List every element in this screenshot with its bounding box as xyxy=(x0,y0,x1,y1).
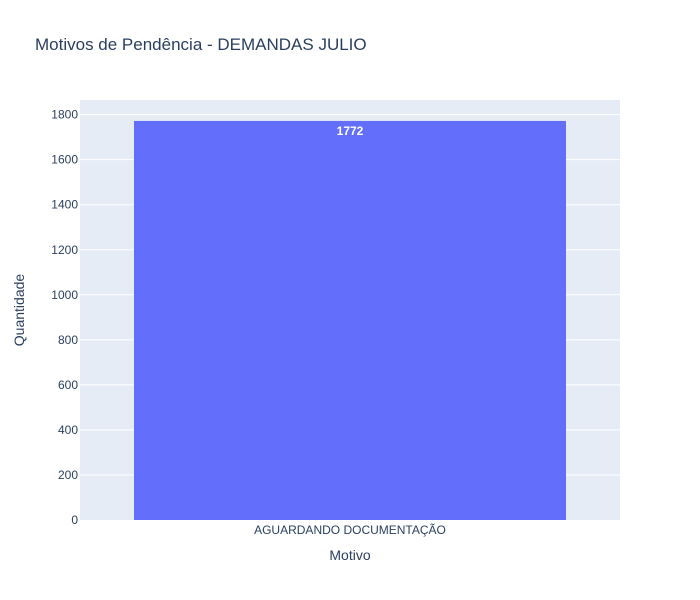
x-tick-label: AGUARDANDO DOCUMENTAÇÃO xyxy=(254,523,446,537)
y-tick-labels: 0 200 400 600 800 1000 1200 1400 1600 1800 xyxy=(51,108,78,527)
y-tick-label: 1400 xyxy=(51,198,78,212)
x-tick-labels: AGUARDANDO DOCUMENTAÇÃO xyxy=(254,523,446,537)
chart-title: Motivos de Pendência - DEMANDAS JULIO xyxy=(35,35,367,54)
y-tick-label: 200 xyxy=(58,468,78,482)
x-axis-title: Motivo xyxy=(329,547,370,563)
y-tick-label: 800 xyxy=(58,333,78,347)
y-axis-title: Quantidade xyxy=(11,274,27,347)
y-tick-label: 600 xyxy=(58,378,78,392)
data-labels: 1772 xyxy=(337,124,364,138)
y-tick-label: 0 xyxy=(71,513,78,527)
y-tick-label: 1200 xyxy=(51,243,78,257)
bar[interactable] xyxy=(134,120,566,521)
y-tick-label: 1800 xyxy=(51,108,78,122)
bars xyxy=(134,120,566,521)
y-tick-label: 1000 xyxy=(51,288,78,302)
y-tick-label: 1600 xyxy=(51,153,78,167)
y-tick-label: 400 xyxy=(58,423,78,437)
bar-value-label: 1772 xyxy=(337,124,364,138)
